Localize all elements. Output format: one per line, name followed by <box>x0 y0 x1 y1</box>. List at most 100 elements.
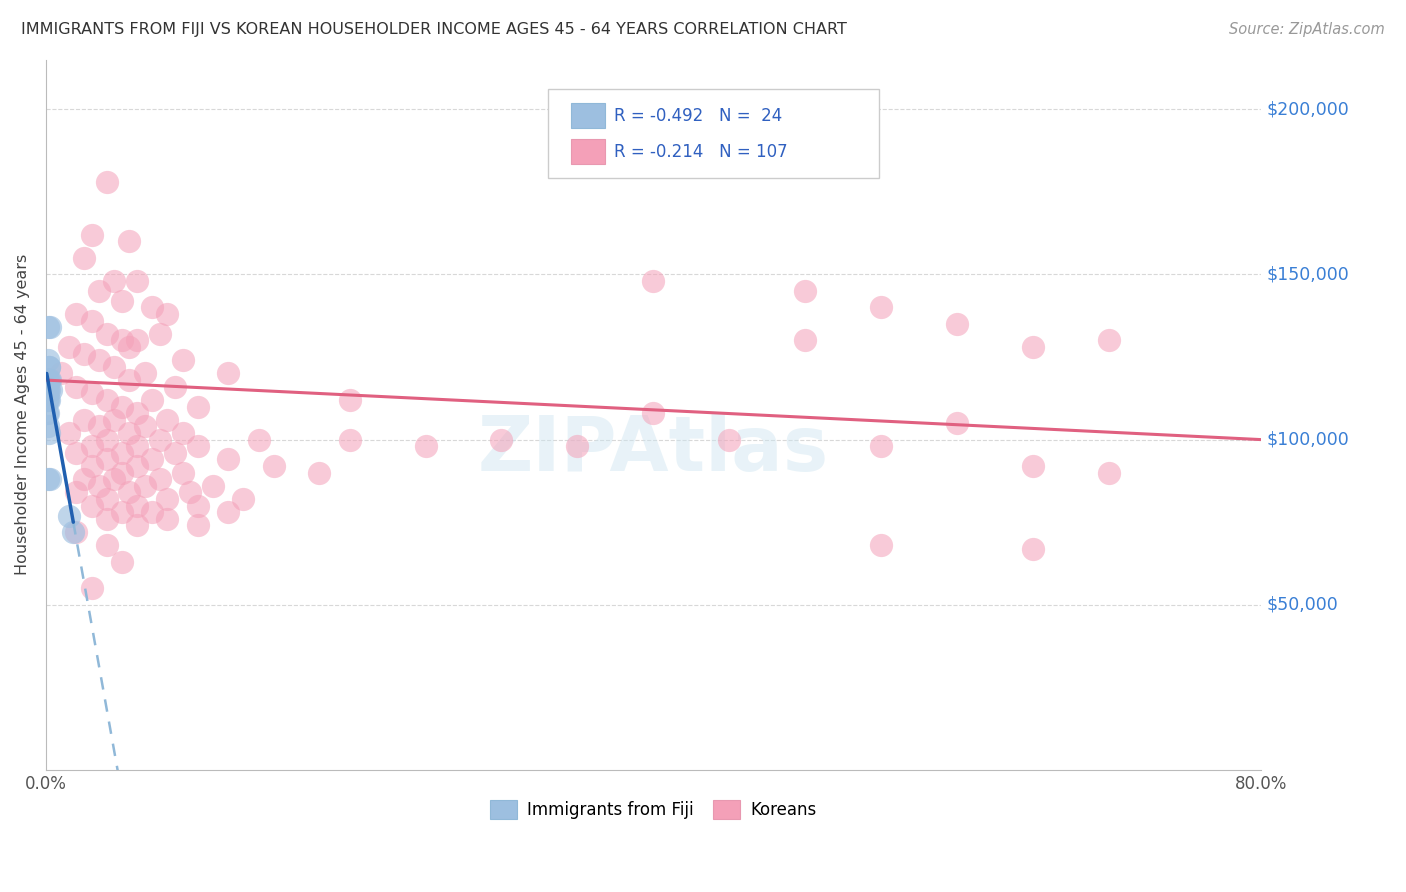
Point <box>247 433 270 447</box>
Point <box>149 326 172 341</box>
Point <box>141 392 163 407</box>
Text: R = -0.492   N =  24: R = -0.492 N = 24 <box>614 107 783 125</box>
Point <box>1022 340 1045 354</box>
Point <box>37 406 59 420</box>
Point <box>111 400 134 414</box>
Point <box>111 334 134 348</box>
Legend: Immigrants from Fiji, Koreans: Immigrants from Fiji, Koreans <box>484 793 823 826</box>
Point <box>141 452 163 467</box>
Point <box>156 512 179 526</box>
Point <box>37 419 59 434</box>
Point <box>643 274 665 288</box>
Point <box>111 555 134 569</box>
Point <box>80 439 103 453</box>
Point <box>870 439 893 453</box>
Point <box>73 472 96 486</box>
Point <box>118 340 141 354</box>
Point <box>156 491 179 506</box>
Point <box>80 313 103 327</box>
Point <box>308 466 330 480</box>
Point <box>187 499 209 513</box>
Point <box>37 383 59 397</box>
Point <box>38 320 60 334</box>
Point <box>794 284 817 298</box>
Point <box>87 479 110 493</box>
Point <box>134 367 156 381</box>
Point <box>870 301 893 315</box>
Point <box>141 301 163 315</box>
Point <box>125 334 148 348</box>
Point <box>87 353 110 368</box>
Point <box>172 353 194 368</box>
Point <box>38 373 60 387</box>
Point <box>38 392 60 407</box>
Point <box>58 508 80 523</box>
Text: ZIPAtlas: ZIPAtlas <box>478 413 830 487</box>
Point <box>217 367 239 381</box>
Point <box>1022 541 1045 556</box>
Text: IMMIGRANTS FROM FIJI VS KOREAN HOUSEHOLDER INCOME AGES 45 - 64 YEARS CORRELATION: IMMIGRANTS FROM FIJI VS KOREAN HOUSEHOLD… <box>21 22 846 37</box>
Point <box>870 538 893 552</box>
Point <box>65 485 87 500</box>
Text: $50,000: $50,000 <box>1267 596 1339 614</box>
Point <box>103 274 125 288</box>
Text: $100,000: $100,000 <box>1267 431 1350 449</box>
Point <box>339 392 361 407</box>
Point <box>794 334 817 348</box>
Point <box>187 518 209 533</box>
Point <box>118 373 141 387</box>
Text: Source: ZipAtlas.com: Source: ZipAtlas.com <box>1229 22 1385 37</box>
Point <box>111 505 134 519</box>
Point <box>38 373 60 387</box>
Point <box>37 373 59 387</box>
Point <box>111 293 134 308</box>
Point <box>125 406 148 420</box>
Point <box>125 439 148 453</box>
Point <box>125 518 148 533</box>
Point <box>118 485 141 500</box>
Point <box>172 425 194 440</box>
Point <box>58 340 80 354</box>
Point <box>163 446 186 460</box>
Point <box>103 359 125 374</box>
Point <box>39 383 62 397</box>
Point <box>125 458 148 473</box>
Point <box>125 499 148 513</box>
Point <box>65 380 87 394</box>
Point <box>80 581 103 595</box>
Point <box>415 439 437 453</box>
Point <box>1098 466 1121 480</box>
Point <box>217 505 239 519</box>
Point <box>946 416 969 430</box>
Point <box>103 472 125 486</box>
Point <box>232 491 254 506</box>
Point <box>179 485 201 500</box>
Point <box>946 317 969 331</box>
Point <box>263 458 285 473</box>
Point <box>718 433 741 447</box>
Point <box>134 479 156 493</box>
Point <box>37 320 59 334</box>
Point <box>73 346 96 360</box>
Point <box>163 380 186 394</box>
Point <box>187 439 209 453</box>
Point <box>38 425 60 440</box>
Point <box>567 439 589 453</box>
Point <box>149 433 172 447</box>
Point <box>80 499 103 513</box>
Point <box>37 373 59 387</box>
Point <box>491 433 513 447</box>
Point <box>172 466 194 480</box>
Point <box>96 433 118 447</box>
Point <box>96 538 118 552</box>
Point <box>134 419 156 434</box>
Point <box>37 383 59 397</box>
Point <box>37 353 59 368</box>
Point <box>38 383 60 397</box>
Point <box>103 413 125 427</box>
Point <box>65 307 87 321</box>
Point <box>49 367 72 381</box>
Point <box>141 505 163 519</box>
Text: $150,000: $150,000 <box>1267 266 1350 284</box>
Point <box>73 251 96 265</box>
